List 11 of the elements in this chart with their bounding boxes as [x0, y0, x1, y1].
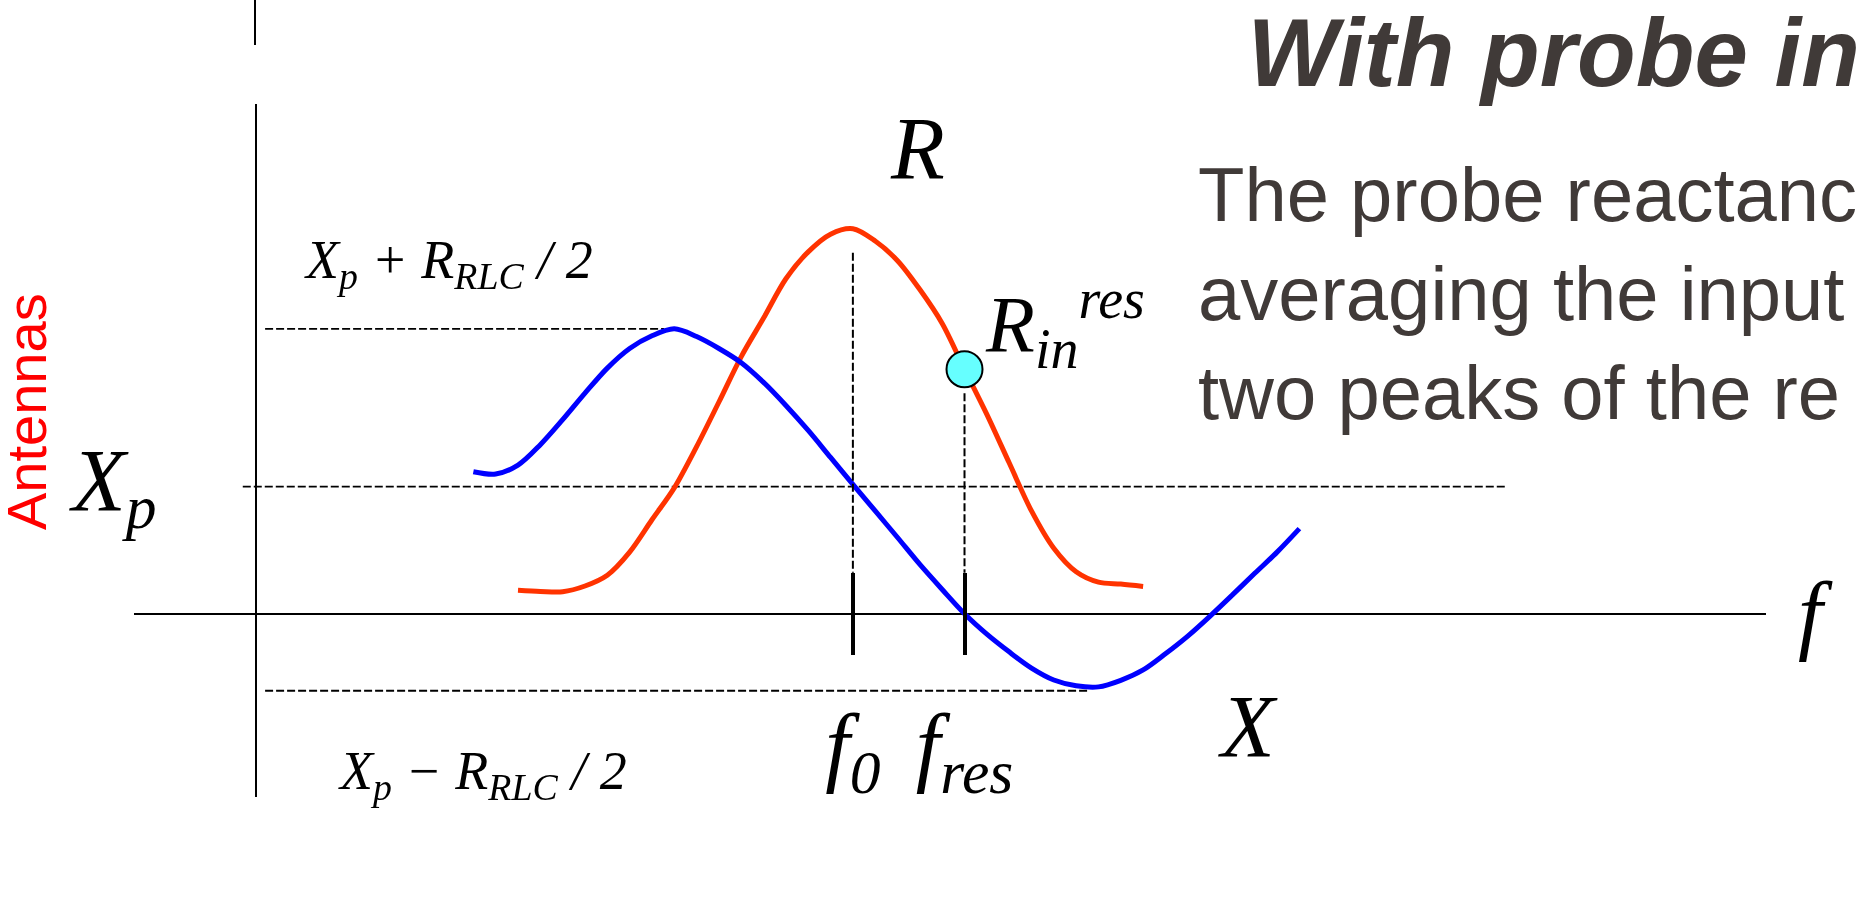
- ref-line-label: X$_{p}$ − R$_{RLC}$ / 2: [338, 741, 627, 809]
- text: f: [1798, 565, 1833, 662]
- text: With probe in: [1247, 0, 1860, 106]
- series-label: X: [1218, 678, 1278, 775]
- ref-line-label: X$_{p}$ + R$_{RLC}$ / 2: [304, 230, 593, 298]
- series-label: R: [890, 100, 945, 197]
- x-tick-label: f$_{0}$: [825, 696, 881, 807]
- text: Antennas: [0, 293, 58, 530]
- x-tick-label: f$_{res}$: [915, 696, 1014, 807]
- ref-line-label: X$_{p}$: [69, 432, 157, 542]
- annotation: The probe reactanc averaging the input two peaks of the re: [1198, 152, 1858, 435]
